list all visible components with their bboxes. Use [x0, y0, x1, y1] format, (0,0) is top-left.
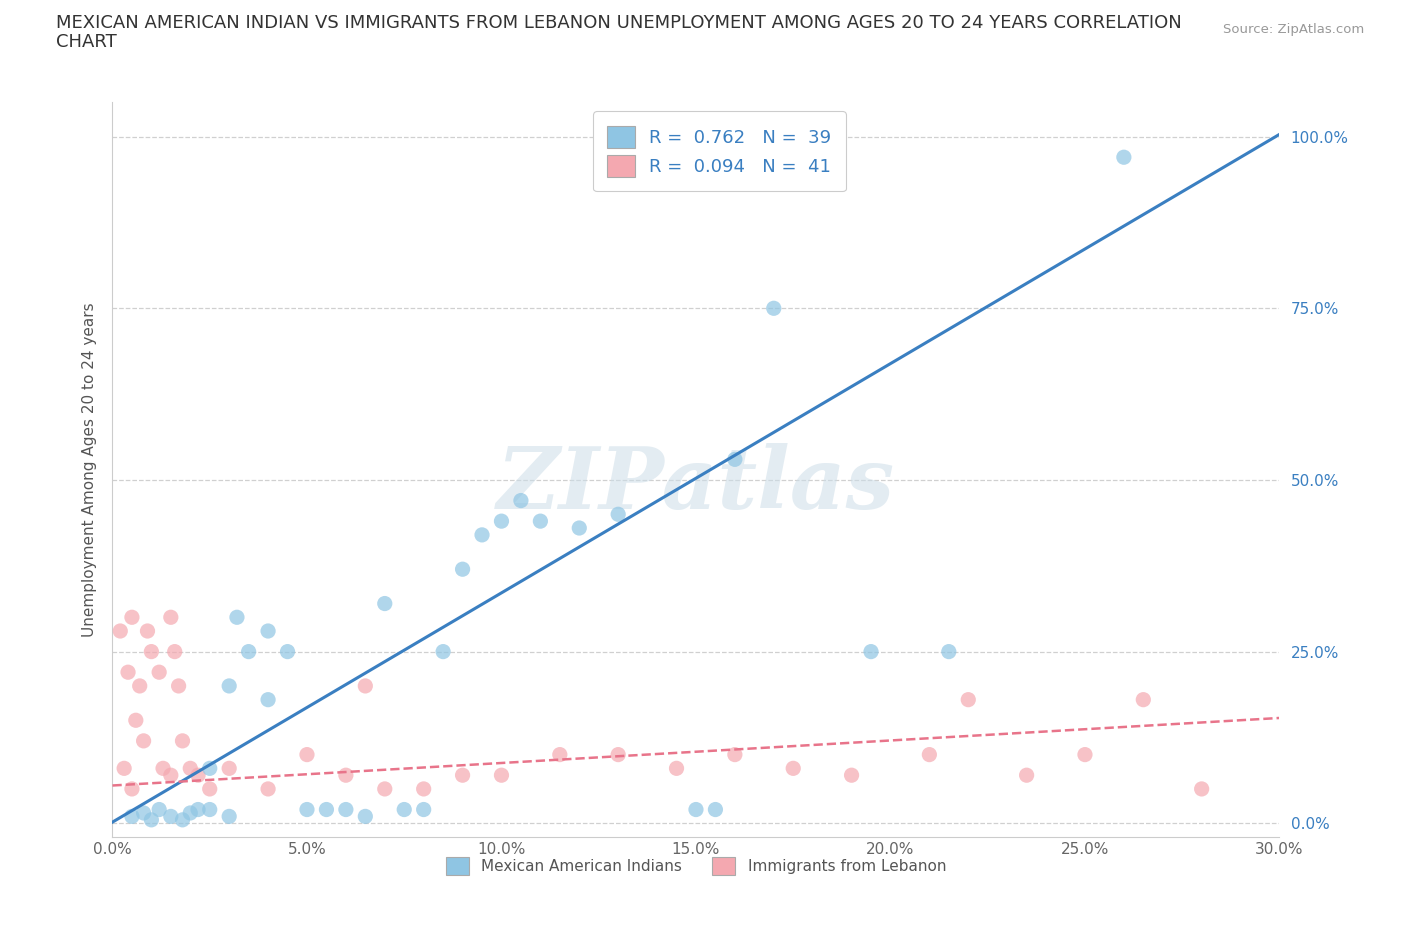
Point: [335, 802, 357, 817]
Point: [724, 452, 747, 467]
Point: [148, 665, 170, 680]
Point: [238, 644, 260, 659]
Point: [432, 644, 454, 659]
Point: [451, 768, 474, 783]
Point: [1132, 692, 1154, 707]
Point: [394, 802, 416, 817]
Point: [295, 747, 318, 762]
Point: [860, 644, 883, 659]
Point: [568, 521, 591, 536]
Point: [179, 805, 201, 820]
Point: [451, 562, 474, 577]
Text: ZIPatlas: ZIPatlas: [496, 443, 896, 526]
Point: [218, 809, 240, 824]
Point: [335, 768, 357, 783]
Point: [665, 761, 688, 776]
Point: [782, 761, 804, 776]
Point: [685, 802, 707, 817]
Text: MEXICAN AMERICAN INDIAN VS IMMIGRANTS FROM LEBANON UNEMPLOYMENT AMONG AGES 20 TO: MEXICAN AMERICAN INDIAN VS IMMIGRANTS FR…: [56, 14, 1182, 32]
Point: [1074, 747, 1097, 762]
Point: [957, 692, 980, 707]
Point: [374, 596, 396, 611]
Point: [257, 781, 280, 796]
Point: [295, 802, 318, 817]
Point: [938, 644, 960, 659]
Point: [121, 781, 143, 796]
Point: [136, 624, 159, 639]
Point: [226, 610, 249, 625]
Point: [257, 624, 280, 639]
Point: [509, 493, 531, 508]
Point: [121, 809, 143, 824]
Point: [110, 624, 132, 639]
Point: [117, 665, 139, 680]
Point: [1112, 150, 1135, 165]
Point: [218, 761, 240, 776]
Point: [125, 712, 148, 727]
Point: [374, 781, 396, 796]
Point: [704, 802, 727, 817]
Point: [141, 813, 163, 828]
Point: [276, 644, 298, 659]
Y-axis label: Unemployment Among Ages 20 to 24 years: Unemployment Among Ages 20 to 24 years: [82, 302, 97, 637]
Legend: Mexican American Indians, Immigrants from Lebanon: Mexican American Indians, Immigrants fro…: [437, 847, 955, 884]
Point: [218, 679, 240, 694]
Point: [152, 761, 174, 776]
Point: [354, 679, 377, 694]
Point: [160, 768, 183, 783]
Point: [187, 768, 209, 783]
Point: [132, 734, 155, 749]
Point: [412, 781, 434, 796]
Point: [529, 513, 551, 528]
Point: [160, 809, 183, 824]
Point: [167, 679, 190, 694]
Point: [160, 610, 183, 625]
Point: [918, 747, 941, 762]
Point: [198, 781, 221, 796]
Point: [112, 761, 135, 776]
Point: [491, 513, 513, 528]
Point: [1191, 781, 1213, 796]
Point: [607, 507, 630, 522]
Point: [172, 734, 194, 749]
Point: [198, 802, 221, 817]
Point: [121, 610, 143, 625]
Point: [257, 692, 280, 707]
Point: [141, 644, 163, 659]
Point: [187, 802, 209, 817]
Text: Source: ZipAtlas.com: Source: ZipAtlas.com: [1223, 23, 1364, 36]
Point: [163, 644, 186, 659]
Point: [128, 679, 150, 694]
Point: [354, 809, 377, 824]
Point: [471, 527, 494, 542]
Point: [132, 805, 155, 820]
Point: [548, 747, 571, 762]
Point: [607, 747, 630, 762]
Point: [1015, 768, 1038, 783]
Point: [179, 761, 201, 776]
Text: CHART: CHART: [56, 33, 117, 50]
Point: [172, 813, 194, 828]
Point: [724, 747, 747, 762]
Point: [762, 300, 785, 315]
Point: [315, 802, 337, 817]
Point: [491, 768, 513, 783]
Point: [148, 802, 170, 817]
Point: [198, 761, 221, 776]
Point: [412, 802, 434, 817]
Point: [841, 768, 863, 783]
